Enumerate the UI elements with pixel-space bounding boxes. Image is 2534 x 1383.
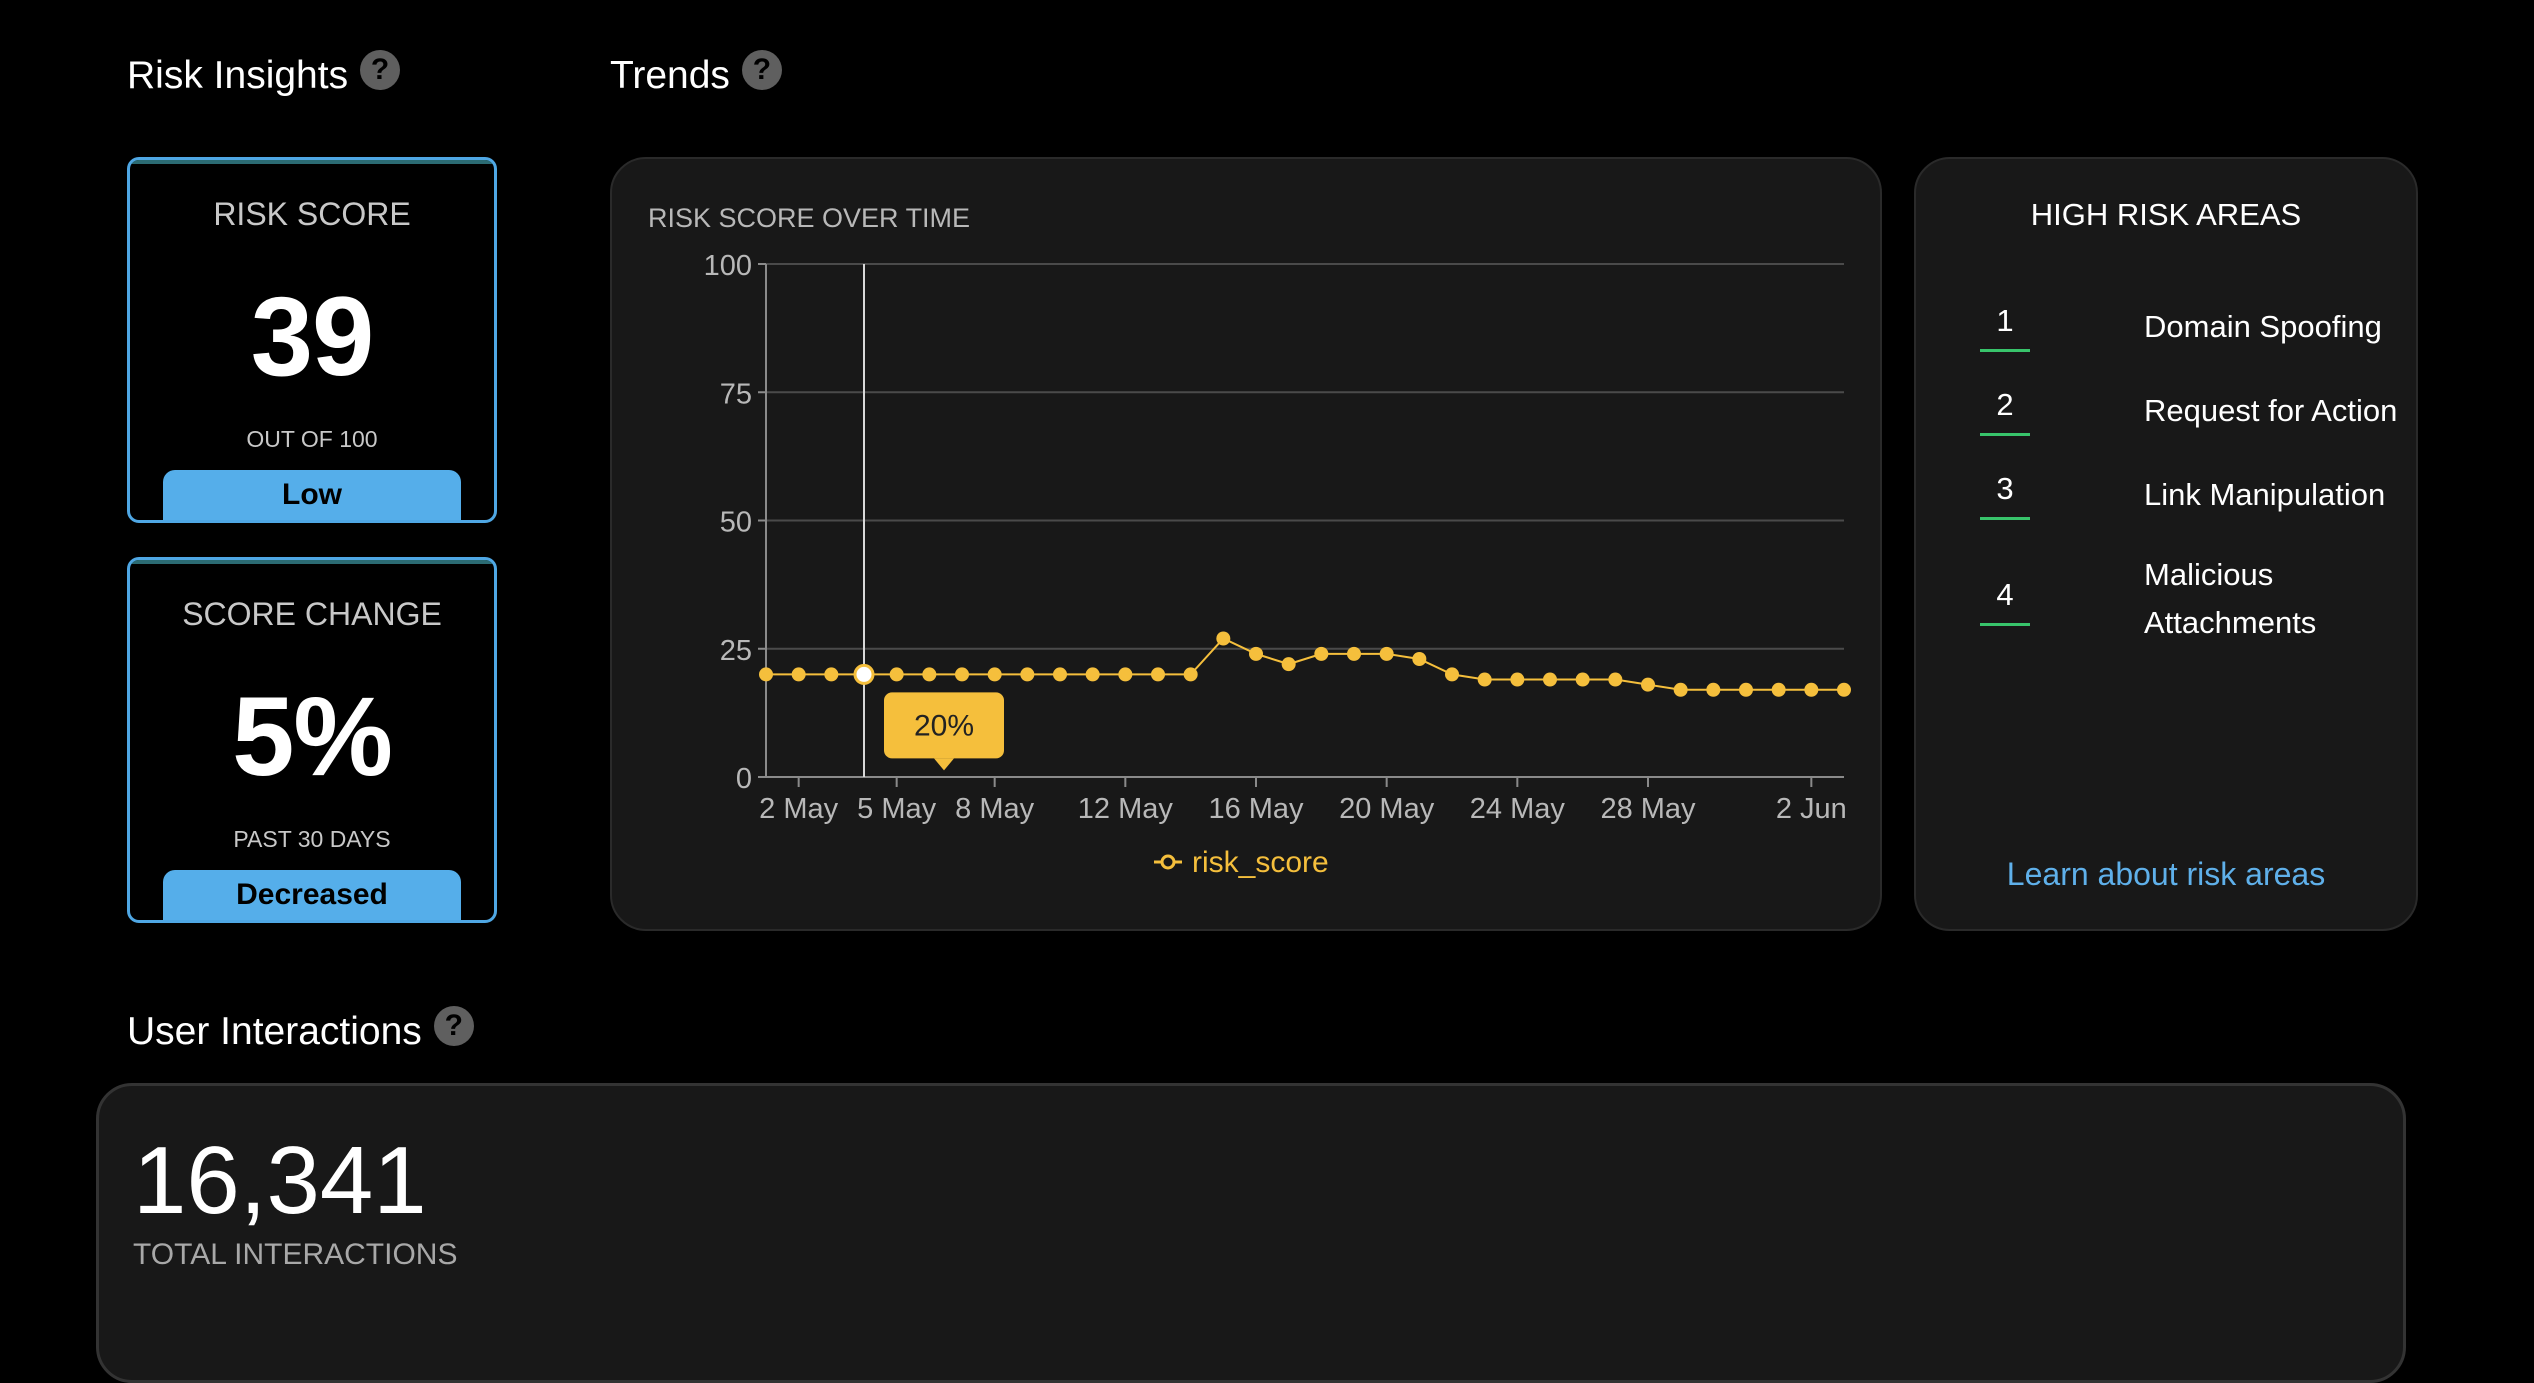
chart-legend[interactable]: risk_score: [1154, 846, 1329, 879]
total-interactions-value: 16,341: [133, 1127, 427, 1234]
high-risk-label: Request for Action: [2144, 393, 2398, 428]
learn-about-risk-areas-link[interactable]: Learn about risk areas: [2006, 856, 2326, 892]
data-point: [1412, 652, 1427, 667]
data-point: [1085, 667, 1100, 682]
high-risk-item[interactable]: 1 Domain Spoofing: [1980, 303, 2396, 383]
data-point: [1281, 657, 1296, 672]
rank-number: 2: [1980, 387, 2030, 436]
data-point: [1543, 672, 1557, 687]
x-tick-label: 2 Jun: [1776, 793, 1847, 825]
risk-score-status-badge: Low: [163, 470, 461, 520]
help-icon[interactable]: ?: [741, 50, 782, 90]
data-point: [1510, 672, 1525, 687]
x-tick-label: 24 May: [1470, 793, 1566, 825]
rank-number: 4: [1980, 577, 2030, 626]
tooltip-value: 20%: [914, 709, 974, 742]
data-point: [1575, 672, 1590, 687]
x-tick-label: 20 May: [1339, 793, 1435, 825]
data-point: [853, 663, 875, 685]
data-point: [1020, 667, 1035, 682]
x-tick-label: 12 May: [1078, 793, 1174, 825]
data-point: [1151, 667, 1165, 682]
data-point: [1249, 646, 1263, 661]
y-tick-label: 100: [704, 250, 752, 282]
data-point: [889, 667, 904, 682]
rank-number: 1: [1980, 303, 2030, 352]
score-change-status-badge: Decreased: [163, 870, 461, 920]
y-tick-label: 0: [736, 763, 752, 795]
data-point: [824, 667, 839, 682]
high-risk-label: Link Manipulation: [2144, 477, 2386, 512]
high-risk-areas-title: HIGH RISK AREAS: [2030, 197, 2302, 232]
high-risk-item[interactable]: 2 Request for Action: [1980, 387, 2397, 467]
data-point: [1445, 667, 1459, 682]
chart-title: RISK SCORE OVER TIME: [648, 203, 971, 233]
user-interactions-label: User Interactions: [127, 1010, 422, 1053]
data-point: [759, 667, 773, 682]
x-tick-label: 28 May: [1600, 793, 1696, 825]
x-tick-label: 2 May: [759, 793, 838, 825]
risk-insights-title: Risk Insights ?: [127, 50, 401, 98]
y-tick-label: 50: [720, 507, 752, 539]
data-point: [1673, 682, 1688, 697]
data-point: [955, 667, 969, 682]
risk-score-line-chart[interactable]: 2 May 5 May 8 May 12 May 16 May 20 May 24 May 2…: [612, 159, 1880, 929]
data-point: [1216, 631, 1231, 646]
risk-score-value: 39: [250, 274, 375, 399]
data-point: [1183, 667, 1198, 682]
data-point: [1379, 646, 1394, 661]
help-icon[interactable]: ?: [360, 50, 401, 90]
data-point: [1053, 667, 1067, 682]
data-point: [1771, 682, 1786, 697]
data-point: [1608, 672, 1623, 687]
high-risk-label: Malicious Attachments: [2144, 557, 2317, 640]
trends-label: Trends: [610, 54, 730, 97]
data-point: [1118, 667, 1133, 682]
high-risk-areas-panel: HIGH RISK AREAS 1 Domain Spoofing 2 Requ…: [1914, 157, 2418, 931]
data-point: [1477, 672, 1492, 687]
user-interactions-title: User Interactions ?: [127, 1006, 474, 1054]
data-point: [1706, 682, 1721, 697]
x-tick-label: 8 May: [955, 793, 1034, 825]
risk-score-card: RISK SCORE 39 OUT OF 100 Low: [127, 157, 497, 523]
help-icon[interactable]: ?: [433, 1006, 474, 1046]
high-risk-item[interactable]: 3 Link Manipulation: [1980, 471, 2396, 551]
legend-label-risk-score: risk_score: [1192, 846, 1329, 879]
user-interactions-panel: 16,341 TOTAL INTERACTIONS: [96, 1083, 2406, 1383]
data-point: [1641, 677, 1655, 692]
risk-score-label: RISK SCORE: [213, 196, 411, 232]
data-point: [987, 667, 1002, 682]
data-point: [1347, 646, 1361, 661]
data-point: [1837, 682, 1851, 697]
score-change-label: SCORE CHANGE: [182, 596, 442, 632]
trends-title: Trends ?: [610, 50, 782, 98]
rank-number: 3: [1980, 471, 2030, 520]
data-point: [1314, 646, 1329, 661]
x-tick-label: 16 May: [1208, 793, 1304, 825]
x-tick-label: 5 May: [857, 793, 936, 825]
data-point: [1804, 682, 1819, 697]
score-change-value: 5%: [232, 674, 393, 799]
high-risk-item[interactable]: 4 Malicious Attachments: [1980, 557, 2396, 657]
y-tick-label: 75: [720, 378, 752, 410]
high-risk-label: Domain Spoofing: [2144, 309, 2382, 344]
data-point: [922, 667, 937, 682]
total-interactions-label: TOTAL INTERACTIONS: [133, 1238, 458, 1271]
data-point: [1739, 682, 1753, 697]
risk-score-sub: OUT OF 100: [246, 426, 378, 452]
score-change-card: SCORE CHANGE 5% PAST 30 DAYS Decreased: [127, 557, 497, 923]
y-tick-label: 25: [720, 635, 752, 667]
chart-tooltip: 20%: [884, 692, 1004, 771]
risk-score-series-line: [766, 637, 1844, 691]
risk-insights-label: Risk Insights: [127, 54, 349, 97]
data-point: [791, 667, 806, 682]
score-change-sub: PAST 30 DAYS: [233, 826, 391, 852]
risk-score-chart-panel: RISK SCORE OVER TIME 2 May 5 May 8 May 12 M…: [610, 157, 1882, 931]
